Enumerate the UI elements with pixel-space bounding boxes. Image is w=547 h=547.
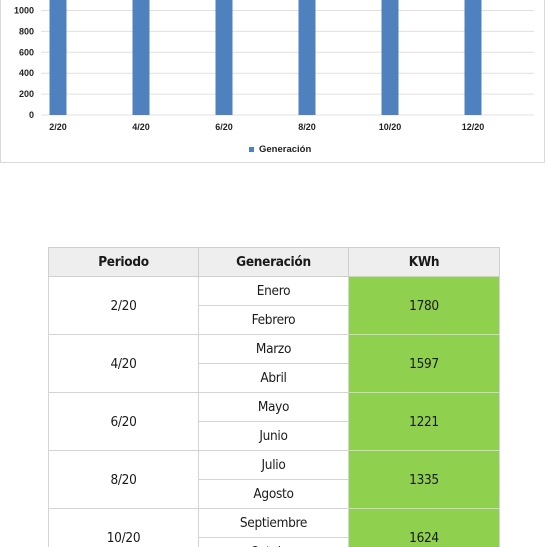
table-header-row: Periodo Generación KWh [48, 247, 500, 277]
month-cell: Abril [198, 363, 349, 393]
x-tick-label: 12/20 [462, 122, 485, 132]
table-row: 6/20 Mayo 1221 [48, 392, 500, 451]
bar [464, 0, 482, 115]
month-cell: Enero [198, 276, 349, 306]
table-row: 2/20 Enero 1780 [48, 276, 500, 335]
table-row: Abril [49, 363, 500, 393]
month-cell: Septiembre [198, 508, 349, 538]
period-cell: 10/20 [48, 508, 199, 547]
y-tick-label: 1000 [14, 6, 34, 16]
x-tick-label: 6/20 [215, 122, 233, 132]
bar [298, 0, 316, 116]
bar [381, 0, 399, 115]
kwh-cell: 1624 [348, 508, 500, 547]
period-cell: 4/20 [48, 334, 199, 393]
x-tick-label: 10/20 [379, 122, 402, 132]
x-tick-label: 4/20 [132, 122, 150, 132]
generation-table: Periodo Generación KWh 2/20 Enero 1780 Febr… [48, 247, 500, 547]
header-periodo: Periodo [48, 247, 199, 277]
table-row: 8/20 Julio 1335 [48, 450, 500, 509]
x-tick-label: 2/20 [49, 122, 67, 132]
y-tick-label: 0 [29, 110, 34, 120]
header-generacion: Generación [198, 247, 349, 277]
table-body: 2/20 Enero 1780 Febrero 4/20 Marzo 1597 Abril 6/… [48, 276, 500, 547]
chart-panel: 0 200 400 600 800 1000 2/20 4/20 6/20 8/20 10/20 12… [0, 0, 545, 163]
kwh-cell: 1780 [348, 276, 500, 335]
month-cell: Julio [198, 450, 349, 480]
period-cell: 6/20 [48, 392, 199, 451]
header-kwh: KWh [348, 247, 500, 277]
table-row: 10/20 Septiembre 1624 [48, 508, 500, 547]
bar-chart: 0 200 400 600 800 1000 2/20 4/20 6/20 8/20 10/20 12… [14, 0, 534, 155]
y-tick-label: 400 [19, 68, 34, 78]
month-cell: Octubre [198, 537, 349, 547]
x-tick-label: 8/20 [298, 122, 316, 132]
y-tick-label: 600 [19, 47, 34, 57]
kwh-cell: 1221 [348, 392, 500, 451]
period-cell: 8/20 [48, 450, 199, 509]
bar [49, 0, 67, 115]
table-row: Agosto [49, 479, 500, 509]
month-cell: Marzo [198, 334, 349, 364]
kwh-cell: 1335 [348, 450, 500, 509]
month-cell: Agosto [198, 479, 349, 509]
generation-table-wrapper: Periodo Generación KWh 2/20 Enero 1780 Febr… [48, 247, 500, 547]
y-tick-label: 200 [19, 89, 34, 99]
table-row: Junio [49, 421, 500, 451]
kwh-cell: 1597 [348, 334, 500, 393]
month-cell: Mayo [198, 392, 349, 422]
y-tick-label: 800 [19, 26, 34, 36]
month-cell: Febrero [198, 305, 349, 335]
table-row: 4/20 Marzo 1597 [48, 334, 500, 393]
legend-label: Generación [259, 144, 311, 155]
bar [215, 0, 233, 115]
table-row: Febrero [49, 305, 500, 335]
bar [132, 0, 150, 116]
table-row: Octubre [49, 537, 500, 547]
period-cell: 2/20 [48, 276, 199, 335]
month-cell: Junio [198, 421, 349, 451]
legend-swatch [249, 147, 254, 152]
